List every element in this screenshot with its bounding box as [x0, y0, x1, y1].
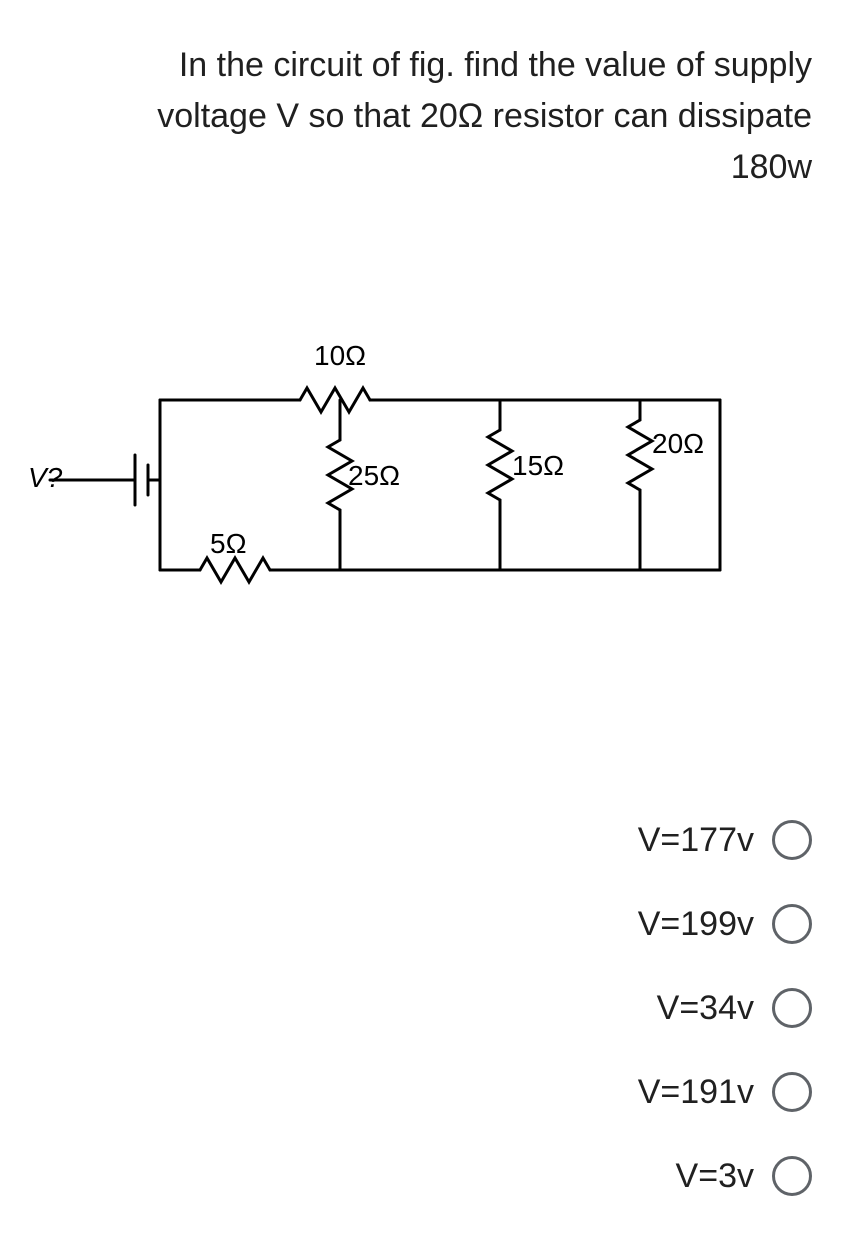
radio-icon: [772, 1072, 812, 1112]
option-label: V=34v: [657, 989, 754, 1028]
r5-label: 5Ω: [210, 528, 247, 560]
question-text: In the circuit of fig. find the value of…: [0, 0, 862, 193]
option-3[interactable]: V=191v: [638, 1072, 812, 1112]
option-label: V=199v: [638, 905, 754, 944]
radio-icon: [772, 904, 812, 944]
option-label: V=177v: [638, 821, 754, 860]
source-label: V?: [28, 462, 62, 494]
option-4[interactable]: V=3v: [676, 1156, 812, 1196]
r10-label: 10Ω: [314, 340, 366, 372]
r25-label: 25Ω: [348, 460, 400, 492]
option-label: V=191v: [638, 1073, 754, 1112]
option-0[interactable]: V=177v: [638, 820, 812, 860]
r20-label: 20Ω: [652, 428, 704, 460]
option-2[interactable]: V=34v: [657, 988, 812, 1028]
option-1[interactable]: V=199v: [638, 904, 812, 944]
radio-icon: [772, 988, 812, 1028]
option-label: V=3v: [676, 1157, 754, 1196]
options-list: V=177v V=199v V=34v V=191v V=3v: [638, 820, 812, 1196]
radio-icon: [772, 1156, 812, 1196]
r15-label: 15Ω: [512, 450, 564, 482]
circuit-diagram: V? 10Ω 25Ω 15Ω 20Ω 5Ω: [0, 310, 862, 710]
radio-icon: [772, 820, 812, 860]
